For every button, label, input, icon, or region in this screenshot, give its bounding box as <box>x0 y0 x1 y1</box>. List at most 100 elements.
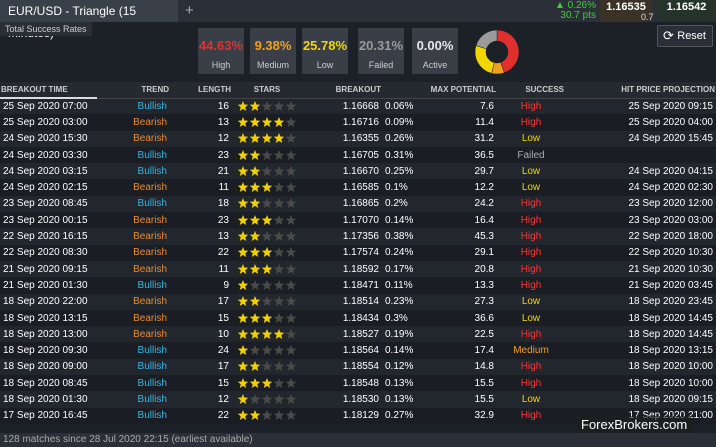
max-potential-pct: 0.27% <box>382 407 427 424</box>
trend: Bearish <box>97 114 170 131</box>
star <box>237 165 249 176</box>
star <box>285 393 297 404</box>
breakout-time: 25 Sep 2020 03:00 <box>0 114 97 131</box>
max-potential-pct: 0.19% <box>382 326 427 343</box>
rate-value: 44.63% <box>198 38 244 53</box>
change-pts: 30.7 pts <box>560 10 596 21</box>
length: 17 <box>170 358 232 376</box>
stars-cell <box>232 293 302 310</box>
breakout: 1.18514 <box>302 293 382 310</box>
stars-cell <box>232 179 302 196</box>
hit-price-projection: 22 Sep 2020 10:30 <box>565 244 716 261</box>
stars <box>237 100 297 111</box>
success: Low <box>497 130 565 147</box>
star <box>249 116 261 127</box>
star <box>261 133 273 144</box>
breakout: 1.16670 <box>302 163 382 180</box>
breakout: 1.18434 <box>302 309 382 327</box>
length: 23 <box>170 146 232 164</box>
stars <box>237 247 297 258</box>
star <box>249 345 261 356</box>
hit-price-projection: 25 Sep 2020 04:00 <box>565 114 716 131</box>
stars <box>237 279 297 290</box>
column-header[interactable]: BREAKOUT TIME <box>0 82 97 99</box>
footer: 128 matches since 28 Jul 2020 22:15 (ear… <box>0 433 716 447</box>
stars-cell <box>232 277 302 294</box>
trend: Bullish <box>97 277 170 294</box>
reset-button[interactable]: ⟳ Reset <box>657 25 713 47</box>
star <box>273 100 285 111</box>
table-row: 18 Sep 2020 13:00 Bearish 10 1.18527 0.19% 22… <box>0 326 716 343</box>
star <box>285 247 297 258</box>
donut-slice <box>474 45 495 74</box>
max-potential-pips: 7.6 <box>427 98 497 115</box>
stars-cell <box>232 260 302 278</box>
trend: Bullish <box>97 375 170 392</box>
breakout-time: 21 Sep 2020 09:15 <box>0 260 97 278</box>
star <box>273 247 285 258</box>
column-header[interactable]: BREAKOUT <box>302 82 382 99</box>
max-potential-pct: 0.25% <box>382 163 427 180</box>
trend: Bearish <box>97 260 170 278</box>
star <box>261 214 273 225</box>
watermark: ForexBrokers.com <box>577 416 692 433</box>
breakout: 1.18527 <box>302 326 382 343</box>
star <box>261 312 273 323</box>
star <box>273 165 285 176</box>
star <box>285 214 297 225</box>
breakout: 1.17070 <box>302 212 382 229</box>
ask[interactable]: 1.16542 <box>657 0 716 22</box>
max-potential-pips: 32.9 <box>427 407 497 424</box>
star <box>249 165 261 176</box>
breakout: 1.18471 <box>302 277 382 294</box>
trend: Bearish <box>97 326 170 343</box>
stars <box>237 361 297 372</box>
star <box>237 263 249 274</box>
max-potential-pips: 17.4 <box>427 342 497 359</box>
star <box>249 279 261 290</box>
column-header[interactable]: SUCCESS <box>497 82 565 99</box>
max-potential-pct: 0.1% <box>382 179 427 196</box>
max-potential-pips: 45.3 <box>427 228 497 245</box>
stars <box>237 377 297 388</box>
length: 10 <box>170 326 232 343</box>
star <box>285 345 297 356</box>
hit-price-projection: 18 Sep 2020 13:15 <box>565 342 716 359</box>
table-row: 18 Sep 2020 08:45 Bullish 15 1.18548 0.13% 15… <box>0 375 716 392</box>
length: 13 <box>170 228 232 245</box>
trend: Bearish <box>97 228 170 245</box>
bid[interactable]: 1.16535 <box>600 0 652 22</box>
table-row: 23 Sep 2020 00:15 Bearish 23 1.17070 0.14% 16… <box>0 212 716 229</box>
stars-cell <box>232 212 302 229</box>
star <box>237 279 249 290</box>
star <box>273 361 285 372</box>
length: 9 <box>170 277 232 294</box>
star <box>261 198 273 209</box>
table-row: 18 Sep 2020 01:30 Bullish 12 1.18530 0.13% 15… <box>0 391 716 408</box>
hit-price-projection: 18 Sep 2020 23:45 <box>565 293 716 310</box>
star <box>249 263 261 274</box>
max-potential-pct: 0.14% <box>382 342 427 359</box>
max-potential-pips: 31.2 <box>427 130 497 147</box>
hit-price-projection: 24 Sep 2020 02:30 <box>565 179 716 196</box>
success: Medium <box>497 342 565 359</box>
column-header[interactable]: MAX POTENTIAL <box>382 82 497 99</box>
column-header[interactable]: LENGTH <box>170 82 232 99</box>
star <box>261 393 273 404</box>
column-header[interactable]: TREND <box>97 82 170 99</box>
tab[interactable]: EUR/USD - Triangle (15 minutes) <box>0 0 178 40</box>
stars-cell <box>232 228 302 245</box>
max-potential-pct: 0.11% <box>382 277 427 294</box>
trend: Bearish <box>97 179 170 196</box>
table-row: 18 Sep 2020 09:00 Bullish 17 1.18554 0.12% 14… <box>0 358 716 376</box>
success: High <box>497 98 565 115</box>
add-tab[interactable]: + <box>185 2 194 19</box>
max-potential-pips: 24.2 <box>427 195 497 213</box>
column-header[interactable]: STARS <box>232 82 302 99</box>
star <box>237 361 249 372</box>
breakout: 1.18530 <box>302 391 382 408</box>
column-header[interactable]: HIT PRICE PROJECTION <box>565 82 716 99</box>
rate-box: 0.00% Active <box>412 28 458 74</box>
table-row: 18 Sep 2020 09:30 Bullish 24 1.18564 0.14% 17… <box>0 342 716 359</box>
stars <box>237 263 297 274</box>
